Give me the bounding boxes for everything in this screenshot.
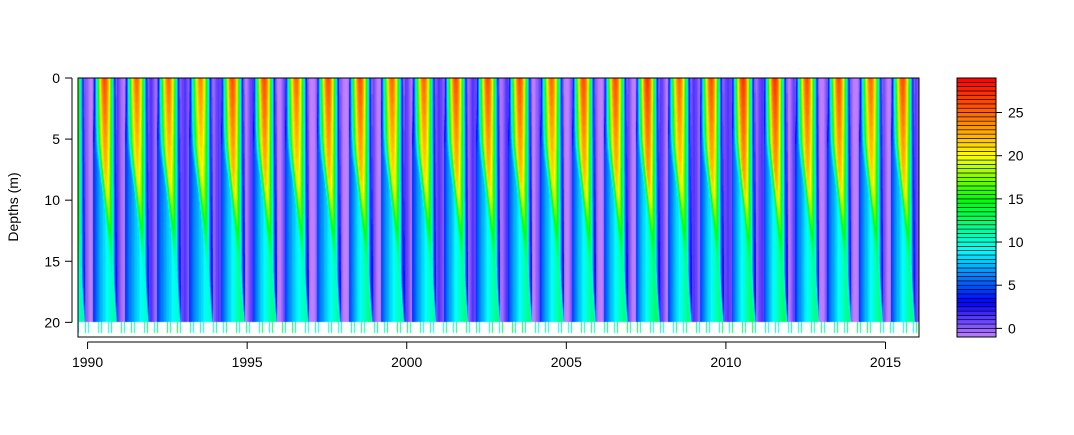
colorbar-swatch [957,113,996,117]
colorbar-swatch [957,182,996,186]
colorbar-tick-label: 15 [1008,191,1024,207]
colorbar-swatch [957,156,996,160]
colorbar-swatch [957,324,996,328]
x-tick-label: 2015 [870,354,901,370]
colorbar-swatch [957,302,996,306]
colorbar-swatch [957,78,996,82]
colorbar-swatch [957,151,996,155]
colorbar-tick-label: 0 [1008,320,1016,336]
colorbar-swatch [957,238,996,242]
temperature-heatmap [78,78,919,337]
colorbar-tick-label: 20 [1008,148,1024,164]
colorbar-tick-label: 10 [1008,234,1024,250]
colorbar [957,78,996,337]
colorbar-swatch [957,277,996,281]
colorbar-swatch [957,307,996,311]
colorbar-swatch [957,268,996,272]
colorbar-swatch [957,242,996,246]
colorbar-swatch [957,143,996,147]
y-axis: 0 5 10 15 20 [44,70,72,330]
colorbar-swatch [957,311,996,315]
colorbar-swatch [957,225,996,229]
colorbar-swatch [957,186,996,190]
x-axis: 1990 1995 2000 2005 2010 2015 [72,342,901,370]
colorbar-swatch [957,328,996,332]
colorbar-swatch [957,233,996,237]
x-tick-label: 1990 [72,354,103,370]
colorbar-swatch [957,229,996,233]
colorbar-swatch [957,333,996,337]
x-tick-label: 2010 [710,354,741,370]
colorbar-axis: 0 5 10 15 20 25 [996,105,1024,337]
heatmap-plot-area [78,78,919,337]
colorbar-swatch [957,255,996,259]
colorbar-swatch [957,251,996,255]
colorbar-swatch [957,294,996,298]
colorbar-swatch [957,134,996,138]
y-tick-label: 5 [52,131,60,147]
colorbar-swatch [957,208,996,212]
colorbar-swatch [957,199,996,203]
colorbar-swatch [957,100,996,104]
colorbar-swatch [957,259,996,263]
colorbar-swatch [957,121,996,125]
colorbar-swatch [957,315,996,319]
colorbar-swatch [957,147,996,151]
colorbar-swatch [957,125,996,129]
colorbar-swatch [957,246,996,250]
colorbar-swatch [957,138,996,142]
y-tick-label: 0 [52,70,60,86]
colorbar-swatch [957,95,996,99]
y-axis-label: Depths (m) [5,172,21,241]
colorbar-swatch [957,82,996,86]
colorbar-swatch [957,104,996,108]
colorbar-swatch [957,272,996,276]
x-tick-label: 2005 [551,354,582,370]
colorbar-swatch [957,285,996,289]
y-tick-label: 10 [44,192,60,208]
y-tick-label: 20 [44,314,60,330]
colorbar-swatch [957,173,996,177]
colorbar-swatch [957,117,996,121]
colorbar-swatch [957,216,996,220]
colorbar-swatch [957,87,996,91]
colorbar-swatch [957,220,996,224]
colorbar-swatch [957,290,996,294]
colorbar-swatch [957,190,996,194]
x-tick-label: 1995 [232,354,263,370]
colorbar-swatch [957,298,996,302]
colorbar-swatch [957,177,996,181]
colorbar-swatch [957,130,996,134]
colorbar-swatch [957,264,996,268]
colorbar-swatch [957,160,996,164]
colorbar-swatch [957,169,996,173]
colorbar-tick-label: 5 [1008,277,1016,293]
colorbar-swatch [957,212,996,216]
y-tick-label: 15 [44,253,60,269]
colorbar-swatch [957,91,996,95]
colorbar-swatch [957,195,996,199]
x-tick-label: 2000 [391,354,422,370]
colorbar-tick-label: 25 [1008,105,1024,121]
colorbar-swatch [957,320,996,324]
colorbar-swatch [957,164,996,168]
colorbar-swatch [957,108,996,112]
colorbar-swatch [957,281,996,285]
colorbar-swatch [957,203,996,207]
